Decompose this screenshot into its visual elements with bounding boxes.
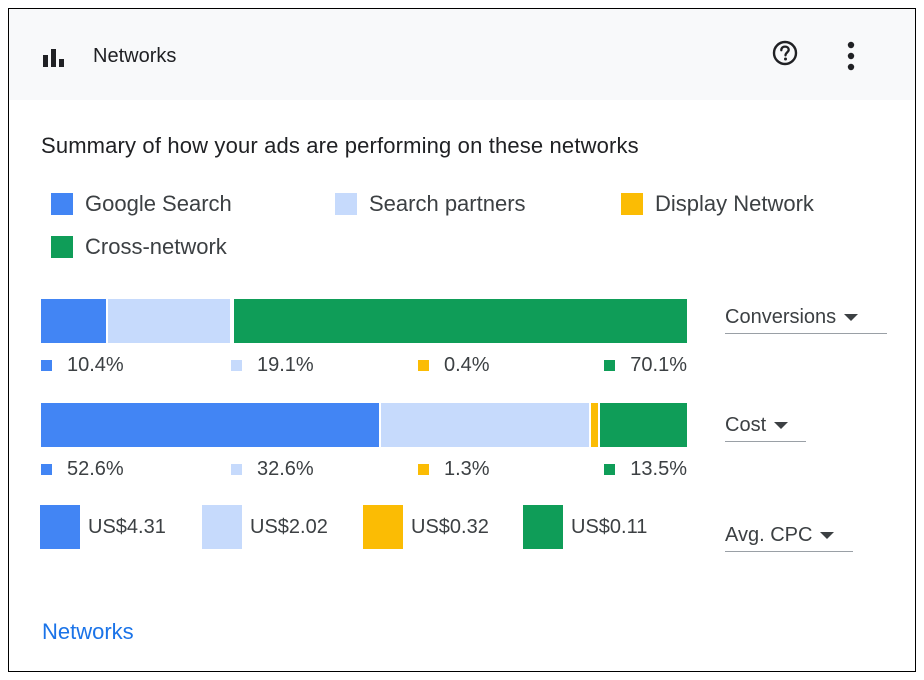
help-circle-icon[interactable] bbox=[771, 39, 799, 67]
legend-label: Google Search bbox=[85, 191, 232, 216]
conversions-percent-row: 10.4% 19.1% 0.4% 70.1% bbox=[41, 353, 687, 377]
cpc-value: US$4.31 bbox=[88, 515, 166, 538]
legend-swatch bbox=[621, 193, 643, 215]
legend-item-display-network: Display Network bbox=[621, 191, 814, 216]
bar-segment-google-search bbox=[41, 299, 109, 343]
cost-percent-row: 52.6% 32.6% 1.3% 13.5% bbox=[41, 457, 687, 481]
pct-label: 13.5% bbox=[604, 457, 687, 481]
cost-stacked-bar bbox=[41, 403, 687, 447]
pct-label: 0.4% bbox=[418, 353, 490, 377]
bar-segment-search-partners bbox=[108, 299, 232, 343]
bar-segment-cross-network bbox=[234, 299, 687, 343]
legend-item-search-partners: Search partners bbox=[335, 191, 526, 216]
legend-item-google-search: Google Search bbox=[51, 191, 232, 216]
conversions-metric-dropdown[interactable]: Conversions bbox=[725, 301, 887, 334]
bar-segment-google-search bbox=[41, 403, 381, 447]
cost-metric-dropdown[interactable]: Cost bbox=[725, 409, 806, 442]
pct-label: 19.1% bbox=[231, 353, 314, 377]
cpc-value: US$2.02 bbox=[250, 515, 328, 538]
bar-segment-search-partners bbox=[380, 403, 592, 447]
pct-label: 10.4% bbox=[41, 353, 124, 377]
card-title: Networks bbox=[93, 45, 177, 67]
caret-down-icon bbox=[820, 531, 835, 539]
avg-cpc-metric-dropdown[interactable]: Avg. CPC bbox=[725, 519, 853, 552]
bar-segment-display-network bbox=[591, 403, 600, 447]
legend-label: Search partners bbox=[369, 191, 526, 216]
legend-label: Cross-network bbox=[85, 234, 227, 259]
caret-down-icon bbox=[844, 313, 859, 321]
avg-cpc-display-network: US$0.32 bbox=[363, 505, 489, 549]
dropdown-label: Avg. CPC bbox=[725, 523, 813, 546]
more-vert-icon[interactable] bbox=[841, 39, 861, 75]
networks-card: Networks Summary of how your ads are per… bbox=[8, 8, 916, 672]
card-header: Networks bbox=[9, 9, 915, 100]
bar-chart-icon bbox=[43, 49, 64, 67]
avg-cpc-cross-network: US$0.11 bbox=[523, 505, 647, 549]
pct-label: 32.6% bbox=[231, 457, 314, 481]
summary-heading: Summary of how your ads are performing o… bbox=[41, 133, 639, 158]
cpc-swatch bbox=[202, 505, 242, 549]
legend-swatch bbox=[335, 193, 357, 215]
networks-link[interactable]: Networks bbox=[42, 619, 134, 644]
pct-label: 1.3% bbox=[418, 457, 490, 481]
caret-down-icon bbox=[774, 421, 789, 429]
bar-segment-display-network bbox=[231, 299, 235, 343]
cpc-value: US$0.11 bbox=[571, 515, 648, 538]
legend-label: Display Network bbox=[655, 191, 814, 216]
legend-item-cross-network: Cross-network bbox=[51, 234, 227, 259]
cpc-swatch bbox=[523, 505, 563, 549]
cpc-swatch bbox=[363, 505, 403, 549]
conversions-stacked-bar bbox=[41, 299, 687, 343]
pct-label: 52.6% bbox=[41, 457, 124, 481]
dropdown-label: Cost bbox=[725, 413, 767, 436]
pct-label: 70.1% bbox=[604, 353, 687, 377]
avg-cpc-search-partners: US$2.02 bbox=[202, 505, 328, 549]
legend-swatch bbox=[51, 236, 73, 258]
bar-segment-cross-network bbox=[599, 403, 687, 447]
avg-cpc-google-search: US$4.31 bbox=[40, 505, 166, 549]
cpc-swatch bbox=[40, 505, 80, 549]
cpc-value: US$0.32 bbox=[411, 515, 489, 538]
dropdown-label: Conversions bbox=[725, 305, 837, 328]
legend-swatch bbox=[51, 193, 73, 215]
